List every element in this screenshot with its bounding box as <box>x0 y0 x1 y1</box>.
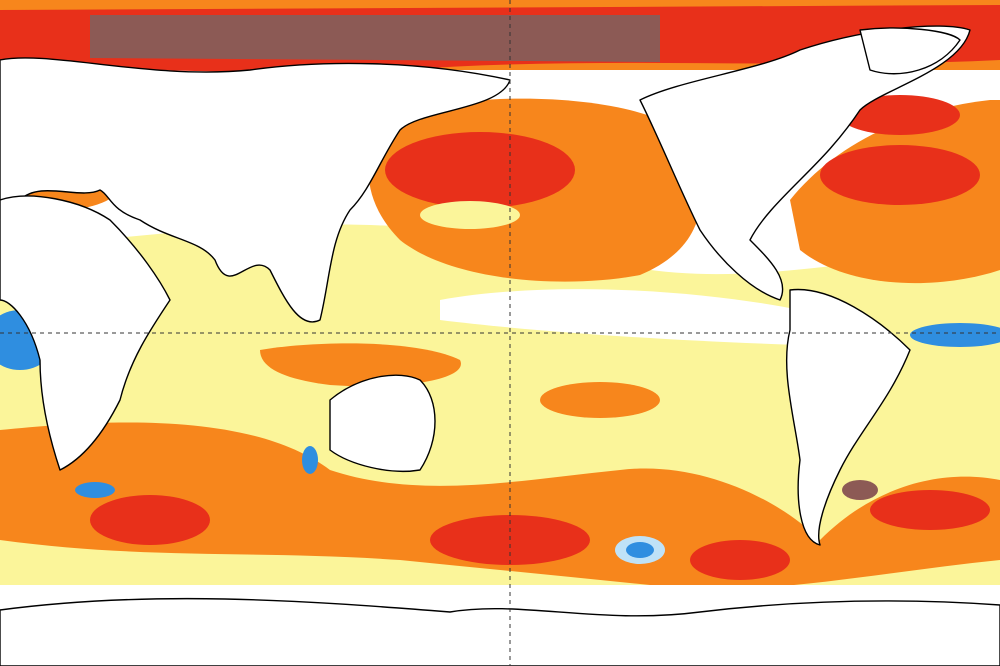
landmasses <box>0 25 1000 666</box>
south-pacific-warm <box>540 382 660 418</box>
eurasia <box>0 57 511 323</box>
north-pacific-hot <box>385 132 575 208</box>
indian-cool-2 <box>302 446 318 474</box>
north-atlantic-hot <box>820 145 980 205</box>
indian-cool <box>75 482 115 498</box>
greenland <box>859 27 961 75</box>
indonesia-warm <box>260 343 461 387</box>
australia <box>329 374 436 472</box>
south-pacific-cool <box>626 542 654 558</box>
southern-hot-1 <box>90 495 210 545</box>
atlantic-cool <box>910 323 1000 347</box>
north-america <box>639 25 971 301</box>
north-pacific-mild <box>420 201 520 229</box>
south-america <box>785 288 911 546</box>
antarctica <box>0 597 1000 666</box>
equatorial-neutral <box>440 289 800 345</box>
africa <box>0 195 171 471</box>
southern-hot-3 <box>690 540 790 580</box>
labrador-hot <box>840 95 960 135</box>
southern-hot-4 <box>870 490 990 530</box>
arctic-extreme <box>90 15 660 62</box>
south-atlantic-extreme <box>842 480 878 500</box>
